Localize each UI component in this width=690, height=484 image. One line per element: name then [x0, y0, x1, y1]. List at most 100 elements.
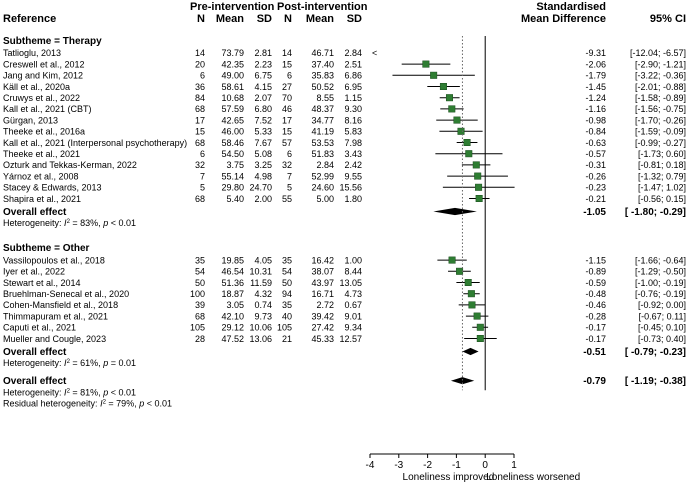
offscale-arrow: <	[372, 48, 377, 58]
post-sd: 9.34	[344, 323, 362, 333]
pre-sd: 7.67	[254, 138, 272, 148]
study-smd: -0.59	[585, 278, 606, 288]
pre-n: 6	[200, 149, 205, 159]
post-mean: 16.42	[311, 255, 334, 265]
total-heterogeneity-sup: 2	[67, 388, 71, 394]
study-smd: -0.84	[585, 127, 606, 137]
subgroup-heterogeneity-prefix: Heterogeneity:	[3, 358, 64, 368]
pre-sd: 11.59	[250, 278, 272, 288]
post-n: 70	[282, 93, 292, 103]
pre-n: 17	[195, 115, 205, 125]
residual-heterogeneity-i-symbol: I	[100, 399, 103, 409]
study-reference: Kall et al., 2021 (CBT)	[3, 104, 92, 114]
post-mean: 53.53	[311, 138, 334, 148]
subgroup-overall-label: Overall effect	[3, 207, 67, 218]
subgroup-overall-ci: [ -1.80; -0.29]	[625, 207, 686, 218]
study-reference: Thimmapuram et al., 2021	[3, 311, 108, 321]
study-reference: Shapira et al., 2021	[3, 194, 81, 204]
study-reference: Yárnoz et al., 2008	[3, 171, 79, 181]
total-heterogeneity-i-symbol: I	[64, 387, 67, 397]
header-ci: 95% CI	[650, 13, 686, 25]
subgroup-overall-smd: -0.51	[583, 347, 606, 358]
post-sd: 3.43	[344, 149, 362, 159]
study-smd: -1.15	[585, 255, 606, 265]
study-reference: Stacey & Edwards, 2013	[3, 183, 102, 193]
pre-n: 7	[200, 171, 205, 181]
pre-n: 68	[195, 194, 205, 204]
subgroup-overall-ci: [ -0.79; -0.23]	[625, 347, 686, 358]
x-axis-tick-label: -3	[394, 460, 403, 471]
pre-n: 15	[195, 127, 205, 137]
pre-n: 84	[195, 93, 205, 103]
header-smd-line2: Mean Difference	[521, 13, 606, 25]
pre-mean: 5.40	[226, 194, 244, 204]
pre-mean: 3.05	[226, 300, 244, 310]
study-ci: [-1.32; 0.79]	[638, 171, 686, 181]
effect-square	[448, 105, 456, 113]
post-n: 55	[282, 194, 292, 204]
effect-square	[430, 71, 438, 79]
post-sd: 1.15	[344, 93, 362, 103]
study-smd: -2.06	[585, 59, 606, 69]
post-mean: 37.40	[311, 59, 334, 69]
study-ci: [-0.99; -0.27]	[635, 138, 686, 148]
pre-n: 68	[195, 104, 205, 114]
pre-sd: 4.98	[254, 171, 272, 181]
study-ci: [-0.76; -0.19]	[635, 289, 686, 299]
effect-square	[439, 83, 447, 90]
total-heterogeneity-prefix: Heterogeneity:	[3, 387, 64, 397]
study-reference: Gürgan, 2013	[3, 115, 58, 125]
study-reference: Caputi et al., 2021	[3, 323, 76, 333]
post-sd: 2.42	[344, 160, 362, 170]
study-ci: [-1.66; -0.64]	[635, 255, 686, 265]
study-reference: Jang and Kim, 2012	[3, 71, 83, 81]
study-reference: Creswell et al., 2012	[3, 59, 85, 69]
pre-mean: 58.46	[221, 138, 244, 148]
post-n: 17	[282, 115, 292, 125]
study-smd: -0.98	[585, 115, 606, 125]
header-post-sd: SD	[347, 13, 362, 25]
post-sd: 9.55	[344, 171, 362, 181]
pre-mean: 54.50	[221, 149, 244, 159]
study-smd: -0.57	[585, 149, 606, 159]
effect-square	[453, 116, 461, 124]
post-sd: 5.83	[344, 127, 362, 137]
post-mean: 39.42	[311, 311, 334, 321]
pre-mean: 3.75	[226, 160, 244, 170]
total-heterogeneity-rest: = 81%,	[70, 387, 103, 397]
pre-mean: 19.85	[221, 255, 244, 265]
header-reference: Reference	[3, 13, 56, 25]
study-ci: [-1.58; -0.89]	[635, 93, 686, 103]
residual-heterogeneity-p-rest: < 0.01	[144, 399, 172, 409]
effect-square	[475, 183, 483, 191]
pre-mean: 46.00	[221, 127, 244, 137]
post-n: 54	[282, 267, 292, 277]
subgroup-heterogeneity-sup: 2	[67, 359, 71, 365]
study-smd: -0.17	[585, 323, 606, 333]
header-pre-n: N	[197, 13, 205, 25]
study-smd: -0.26	[585, 171, 606, 181]
effect-square	[456, 267, 464, 275]
pre-n: 20	[195, 59, 205, 69]
post-n: 14	[282, 48, 292, 58]
study-smd: -1.16	[585, 104, 606, 114]
post-mean: 35.83	[311, 71, 334, 81]
post-sd: 0.67	[344, 300, 362, 310]
header-pre-mean: Mean	[216, 13, 244, 25]
effect-square	[472, 161, 480, 169]
post-n: 50	[282, 278, 292, 288]
study-reference: Stewart et al., 2014	[3, 278, 81, 288]
post-sd: 15.56	[339, 183, 362, 193]
study-ci: [-0.73; 0.40]	[638, 334, 686, 344]
pre-mean: 57.59	[221, 104, 244, 114]
study-ci: [-2.90; -1.21]	[635, 59, 686, 69]
effect-square	[476, 335, 484, 342]
post-n: 105	[277, 323, 292, 333]
study-ci: [-1.00; -0.19]	[635, 278, 686, 288]
x-axis-label-left: Loneliness improved	[403, 472, 495, 483]
header-post-mean: Mean	[306, 13, 334, 25]
total-overall-smd: -0.79	[583, 376, 606, 387]
post-n: 6	[287, 71, 292, 81]
